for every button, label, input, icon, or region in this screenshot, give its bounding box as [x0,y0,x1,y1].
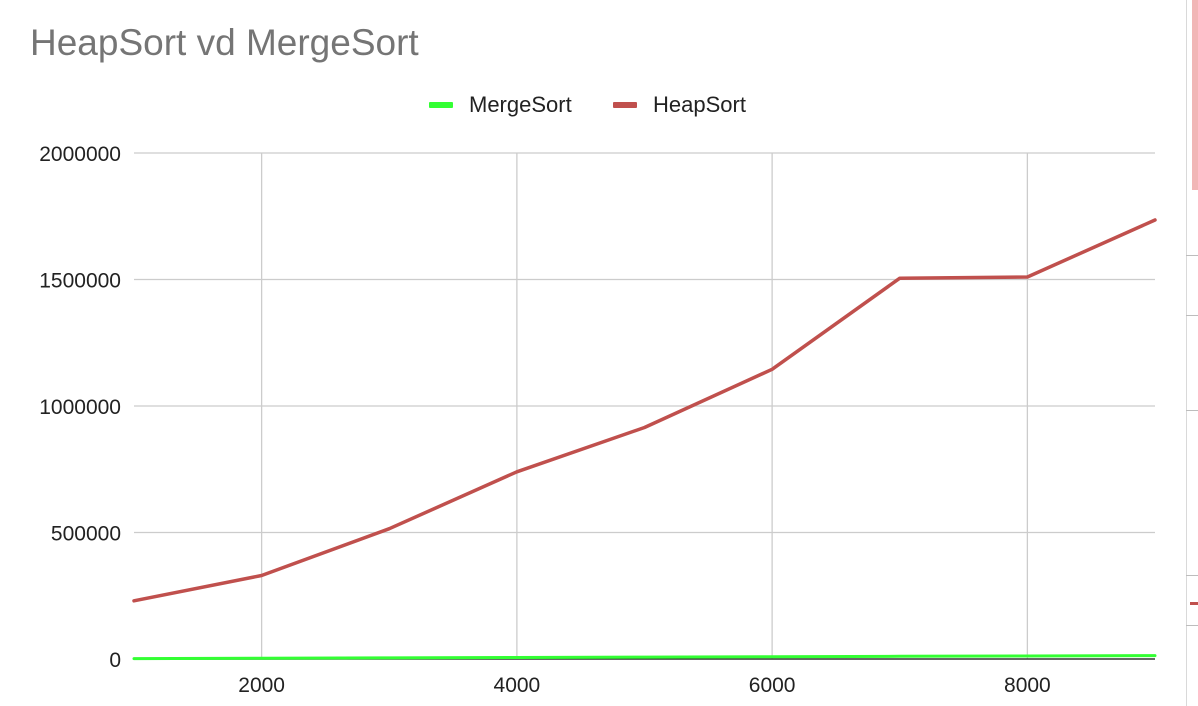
y-tick-label: 0 [109,649,121,672]
y-tick-label: 500000 [51,523,121,546]
adjacent-series-mark [1190,602,1198,605]
adjacent-panel-highlight [1192,0,1198,190]
adjacent-tick [1186,410,1198,411]
series-line-heapsort [132,218,1157,603]
legend-label-mergesort: MergeSort [469,92,572,117]
series-line-mergesort [132,654,1157,661]
adjacent-tick [1186,625,1198,626]
adjacent-tick [1186,315,1198,316]
adjacent-panel-border [1186,0,1187,706]
grid [134,152,1155,660]
legend-swatch-heapsort [613,102,637,108]
chart-title: HeapSort vd MergeSort [30,22,419,63]
legend: MergeSort HeapSort [0,90,1198,120]
series-lines [132,218,1157,661]
legend-item-mergesort[interactable]: MergeSort [429,90,572,120]
adjacent-tick [1186,575,1198,576]
y-tick-label: 1000000 [39,396,121,419]
adjacent-tick [1186,255,1198,256]
tick-labels: 0 500000 1000000 1500000 2000000 2000 4000 6000… [39,143,1051,697]
legend-label-heapsort: HeapSort [653,92,746,117]
x-tick-label: 4000 [494,674,541,697]
y-tick-label: 2000000 [39,143,121,166]
x-tick-label: 8000 [1004,674,1051,697]
x-tick-label: 2000 [238,674,285,697]
legend-swatch-mergesort [429,102,453,108]
x-tick-label: 6000 [749,674,796,697]
y-tick-label: 1500000 [39,270,121,293]
legend-item-heapsort[interactable]: HeapSort [613,90,746,120]
